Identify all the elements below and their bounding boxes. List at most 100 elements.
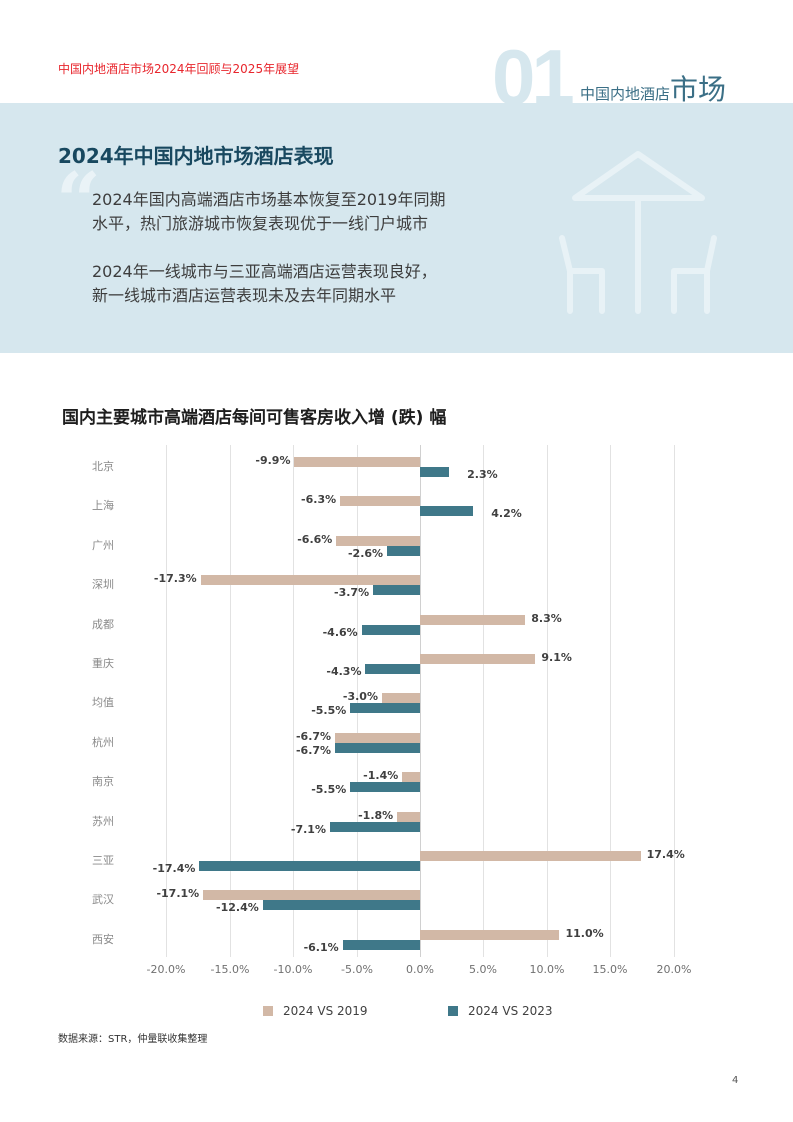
data-label: -17.1% bbox=[156, 887, 200, 901]
bar-2024-vs-2023 bbox=[420, 506, 474, 517]
data-label: 17.4% bbox=[646, 848, 685, 861]
category-label: 杭州 bbox=[92, 735, 114, 749]
bar-2024-vs-2019 bbox=[420, 851, 641, 861]
gridline bbox=[547, 445, 548, 957]
bar-2024-vs-2023 bbox=[335, 742, 420, 753]
umbrella-table-chairs-icon bbox=[559, 151, 717, 314]
data-label: -17.4% bbox=[152, 862, 196, 875]
bar-2024-vs-2019 bbox=[294, 457, 420, 467]
legend-item-2024-vs-2019: 2024 VS 2019 bbox=[263, 1004, 368, 1018]
data-label: -9.9% bbox=[255, 454, 291, 467]
data-label: -3.0% bbox=[342, 690, 378, 704]
bar-2024-vs-2023 bbox=[361, 624, 420, 635]
x-tick-label: -10.0% bbox=[273, 963, 313, 976]
data-label: 4.2% bbox=[491, 507, 522, 521]
x-tick-label: 20.0% bbox=[656, 963, 692, 976]
data-label: -6.6% bbox=[297, 532, 333, 546]
bar-2024-vs-2023 bbox=[199, 861, 420, 871]
paragraph-line: 2024年国内高端酒店市场基本恢复至2019年同期 bbox=[92, 190, 446, 209]
legend-swatch bbox=[263, 1006, 273, 1016]
bar-2024-vs-2023 bbox=[262, 900, 420, 911]
summary-paragraph-2: 2024年一线城市与三亚高端酒店运营表现良好， 新一线城市酒店运营表现未及去年同… bbox=[92, 260, 437, 308]
data-source: 数据来源：STR，仲量联收集整理 bbox=[58, 1034, 208, 1045]
category-label: 上海 bbox=[92, 499, 114, 513]
data-label: -7.1% bbox=[290, 822, 326, 836]
page-number: 4 bbox=[732, 1075, 739, 1086]
gridline bbox=[420, 445, 421, 957]
x-tick-label: -20.0% bbox=[146, 963, 186, 976]
data-label: -5.5% bbox=[311, 783, 347, 797]
data-label: 9.1% bbox=[541, 651, 572, 664]
bar-2024-vs-2019 bbox=[420, 929, 560, 940]
banner-title: 2024年中国内地市场酒店表现 bbox=[58, 144, 334, 168]
x-tick-label: 5.0% bbox=[469, 963, 497, 976]
running-title: 中国内地酒店市场2024年回顾与2025年展望 bbox=[58, 62, 300, 76]
summary-paragraph-1: 2024年国内高端酒店市场基本恢复至2019年同期 水平，热门旅游城市恢复表现优… bbox=[92, 188, 445, 236]
category-label: 深圳 bbox=[92, 578, 114, 592]
bar-2024-vs-2019 bbox=[335, 732, 420, 743]
data-label: -6.7% bbox=[295, 729, 332, 743]
category-label: 三亚 bbox=[92, 854, 114, 867]
bar-2024-vs-2019 bbox=[381, 693, 420, 704]
bar-2024-vs-2019 bbox=[420, 654, 536, 664]
data-label: -6.1% bbox=[303, 940, 339, 954]
gridline bbox=[230, 445, 231, 957]
x-tick-label: 0.0% bbox=[406, 963, 434, 976]
category-label: 广州 bbox=[92, 538, 114, 552]
data-label: 11.0% bbox=[565, 926, 604, 940]
bar-2024-vs-2019 bbox=[402, 772, 420, 783]
legend-label: 2024 VS 2019 bbox=[283, 1004, 368, 1018]
gridline bbox=[293, 445, 294, 957]
paragraph-line: 2024年一线城市与三亚高端酒店运营表现良好， bbox=[92, 262, 437, 281]
summary-banner: 2024年中国内地市场酒店表现 “ 2024年国内高端酒店市场基本恢复至2019… bbox=[0, 103, 793, 353]
paragraph-line: 水平，热门旅游城市恢复表现优于一线门户城市 bbox=[92, 214, 429, 233]
data-label: 2.3% bbox=[467, 468, 498, 481]
bar-2024-vs-2023 bbox=[350, 782, 420, 793]
data-label: -6.7% bbox=[295, 743, 332, 757]
bar-2024-vs-2023 bbox=[365, 664, 420, 674]
gridline bbox=[674, 445, 675, 957]
data-label: -2.6% bbox=[347, 546, 384, 560]
data-label: -1.8% bbox=[358, 808, 394, 822]
category-label: 西安 bbox=[92, 932, 114, 946]
bar-2024-vs-2023 bbox=[329, 821, 420, 832]
legend-label: 2024 VS 2023 bbox=[468, 1004, 553, 1018]
data-label: -3.7% bbox=[334, 586, 370, 600]
bar-2024-vs-2019 bbox=[420, 614, 526, 625]
bar-2024-vs-2023 bbox=[342, 939, 420, 950]
gridline bbox=[357, 445, 358, 957]
bar-2024-vs-2019 bbox=[340, 496, 420, 507]
data-label: -4.3% bbox=[326, 665, 362, 678]
gridline bbox=[610, 445, 611, 957]
data-label: -12.4% bbox=[216, 901, 259, 915]
quote-icon: “ bbox=[56, 156, 101, 247]
x-tick-label: -15.0% bbox=[210, 963, 250, 976]
section-label-big: 市场 bbox=[670, 73, 727, 106]
bar-2024-vs-2019 bbox=[203, 890, 420, 901]
section-label-small: 中国内地酒店 bbox=[580, 85, 671, 103]
bar-2024-vs-2023 bbox=[387, 545, 420, 556]
category-label: 北京 bbox=[92, 460, 114, 473]
data-label: -4.6% bbox=[322, 625, 358, 639]
paragraph-line: 新一线城市酒店运营表现未及去年同期水平 bbox=[92, 286, 397, 305]
bar-2024-vs-2019 bbox=[200, 575, 420, 586]
data-label: -5.5% bbox=[311, 704, 347, 718]
bar-2024-vs-2023 bbox=[373, 585, 420, 596]
category-label: 武汉 bbox=[92, 893, 114, 907]
category-label: 苏州 bbox=[92, 814, 114, 828]
category-label: 南京 bbox=[92, 775, 114, 789]
x-tick-label: -5.0% bbox=[341, 963, 373, 976]
category-label: 成都 bbox=[92, 617, 114, 631]
legend-item-2024-vs-2023: 2024 VS 2023 bbox=[448, 1004, 553, 1018]
legend-swatch bbox=[448, 1006, 458, 1016]
bar-2024-vs-2019 bbox=[397, 811, 420, 822]
x-tick-label: 15.0% bbox=[592, 963, 628, 976]
section-label: 中国内地酒店市场 bbox=[580, 68, 726, 108]
data-label: -6.3% bbox=[301, 493, 337, 507]
gridline bbox=[483, 445, 484, 957]
x-tick-label: 10.0% bbox=[529, 963, 565, 976]
gridline bbox=[166, 445, 167, 957]
data-label: -1.4% bbox=[363, 769, 399, 783]
data-label: -17.3% bbox=[153, 572, 197, 586]
